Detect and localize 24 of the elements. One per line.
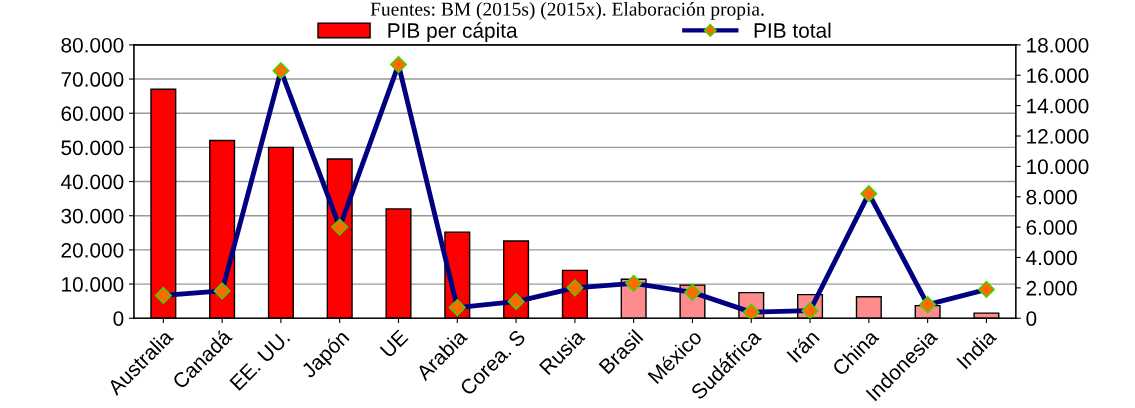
x-tick-label: Irán	[785, 328, 820, 363]
y2-tick-label: 12.000	[1027, 129, 1089, 144]
y-tick-label: 80.000	[61, 37, 124, 53]
y2-tick-label: 2.000	[1026, 280, 1077, 296]
legend-label: PIB total	[754, 22, 831, 38]
y2-tick-label: 18.000	[1027, 37, 1089, 53]
y-tick-label: 70.000	[61, 72, 124, 87]
y2-tick-label: 0	[1026, 311, 1037, 326]
legend-label: PIB per cápita	[388, 22, 518, 43]
y2-tick-label: 6.000	[1026, 220, 1077, 235]
y2-tick-label: 10.000	[1027, 159, 1089, 175]
y2-tick-label: 4.000	[1026, 250, 1077, 266]
y-tick-label: 10.000	[62, 277, 124, 292]
source-note: Fuentes: BM (2015s) (2015x). Elaboración propia.	[370, 2, 764, 20]
y2-tick-label: 16.000	[1027, 68, 1089, 84]
y-tick-label: 60.000	[61, 106, 124, 121]
y-tick-label: 50.000	[61, 140, 124, 156]
y-tick-label: 30.000	[61, 208, 124, 224]
y-tick-label: 20.000	[61, 242, 124, 258]
y-tick-label: 0	[113, 311, 124, 326]
y2-tick-label: 14.000	[1027, 98, 1089, 114]
y-tick-label: 40.000	[60, 174, 124, 190]
y2-tick-label: 8.000	[1026, 189, 1077, 205]
x-tick-label: UE	[379, 329, 409, 359]
